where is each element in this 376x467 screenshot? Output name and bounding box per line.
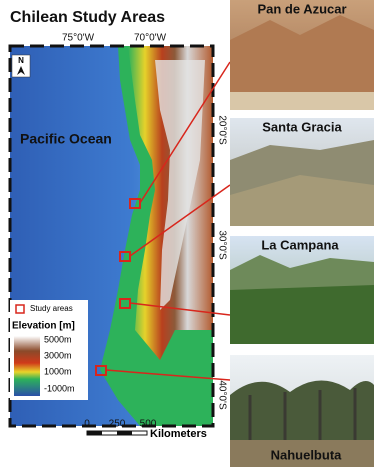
lat-label: 20°0'S [216, 115, 227, 145]
ocean-label: Pacific Ocean [20, 131, 112, 147]
study-connectors [95, 61, 231, 381]
ground [230, 440, 374, 467]
elevation-label: 3000m [44, 350, 72, 360]
study-box [119, 251, 131, 262]
scale-label: 250 [109, 419, 126, 430]
lon-label: 70°0'W [134, 33, 167, 44]
north-label: N [18, 56, 24, 65]
scale-label: 0 [84, 419, 90, 430]
study-box [95, 365, 107, 376]
scale-bar: 0 250 500 Kilometers [84, 419, 207, 440]
photo: Pan de Azucar [230, 0, 374, 110]
connector [129, 302, 231, 316]
photo-label: Nahuelbuta [271, 447, 343, 462]
forest [230, 285, 374, 344]
elevation-label: 1000m [44, 366, 72, 376]
elevation-ramp [14, 336, 40, 396]
scale-unit: Kilometers [150, 428, 207, 440]
study-box [119, 298, 131, 309]
lat-label: 30°0'S [216, 230, 227, 260]
photo-label: Santa Gracia [262, 119, 342, 134]
scale-label: 500 [140, 419, 157, 430]
hill [230, 15, 374, 95]
legend-study-swatch [15, 304, 25, 314]
study-box [129, 198, 141, 209]
connector [129, 184, 231, 257]
elevation-label: 5000m [44, 334, 72, 344]
connector [139, 61, 231, 204]
photo: La Campana [230, 236, 374, 344]
scale-bar-segment [87, 431, 102, 435]
elevation-title: Elevation [m] [12, 321, 75, 332]
legend-study-label: Study areas [30, 304, 73, 313]
slope [230, 175, 374, 226]
lon-label: 75°0'W [62, 33, 95, 44]
photo-label: Pan de Azucar [257, 1, 346, 16]
photo: Nahuelbuta [230, 355, 374, 467]
andes-peaks [155, 60, 205, 310]
legend: Study areas Elevation [m] 5000m 3000m 10… [10, 300, 88, 400]
connector [105, 369, 231, 381]
trunks [248, 388, 357, 445]
photo-label: La Campana [261, 237, 339, 252]
ground [230, 92, 374, 110]
lat-label: 40°0'S [216, 380, 227, 410]
title: Chilean Study Areas [10, 9, 165, 26]
scale-bar-segment [117, 431, 132, 435]
north-arrow [17, 66, 25, 75]
photo: Santa Gracia [230, 118, 374, 226]
canopy [230, 380, 374, 440]
elevation-label: -1000m [44, 383, 75, 393]
map-frame [8, 44, 215, 428]
